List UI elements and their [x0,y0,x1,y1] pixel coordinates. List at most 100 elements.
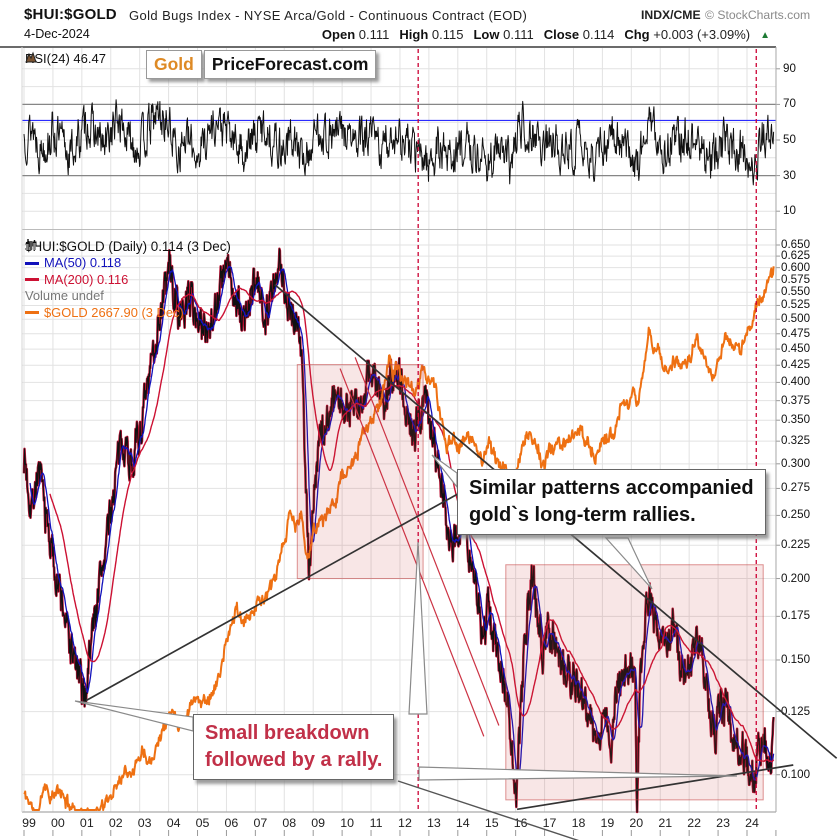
volume-icon [26,241,36,250]
rsi-tick-label: 70 [783,97,796,111]
price-tick-label: 0.300 [781,456,811,470]
rsi-tick-label: 50 [783,133,796,146]
rsi-tick-label: 10 [783,204,796,218]
trendline [85,470,499,702]
callout-wedge [431,454,458,489]
price-tick-label: 0.650 [781,238,811,251]
year-label: 09 [311,816,326,830]
legend-item-volume: Volume undef [25,241,231,304]
gold-line-icon [25,311,39,315]
change-label: Chg +0.003 (+3.09%) [624,27,751,42]
price-tick-label: 0.450 [781,342,811,356]
year-label: 07 [253,816,268,830]
copyright-label: © StockCharts.com [705,8,811,22]
rsi-series [23,99,775,186]
change-up-icon: ▲ [760,30,770,41]
price-tick-label: 0.500 [781,312,811,326]
year-label: 18 [571,816,586,830]
year-label: 10 [340,816,355,830]
callout-wedge [418,766,738,781]
open-label: Open 0.111 [321,27,390,42]
price-tick-label: 0.325 [781,434,811,448]
legend-item-ma200: MA(200) 0.116 [25,272,231,288]
price-tick-label: 0.625 [781,249,811,263]
callout-line [397,780,580,840]
year-label: 21 [658,816,673,830]
year-label: 00 [51,816,65,830]
year-label: 17 [542,816,557,830]
ma200-line-icon [25,278,39,282]
annotation-bubble-small-breakdown: Small breakdown followed by a rally. [193,714,395,780]
ohlc-row: Open 0.111 High 0.115 Low 0.111 Close 0.… [240,27,770,42]
price-tick-label: 0.475 [781,326,811,340]
price-tick-label: 0.225 [781,538,811,552]
year-label: 03 [137,816,152,830]
price-tick-label: 0.250 [781,508,811,522]
date-label: 4-Dec-2024 [24,27,90,41]
legend-item-gold: $GOLD 2667.90 (3 Dec) [25,305,231,321]
year-label: 02 [108,816,123,830]
year-label: 04 [166,816,181,830]
channel-line [354,357,500,726]
rsi-tick-label: 30 [783,168,796,182]
price-tick-label: 0.600 [781,260,811,274]
callout-wedge [604,537,653,590]
year-label: 22 [687,816,702,830]
site-logo[interactable]: Gold PriceForecast.com [146,50,377,79]
legend-item-ma50: MA(50) 0.118 [25,255,231,271]
price-tick-label: 0.150 [781,652,811,666]
price-tick-label: 0.375 [781,393,811,407]
year-label: 16 [513,816,528,830]
high-label: High 0.115 [399,27,464,42]
channel-line [339,368,485,737]
price-tick-label: 0.525 [781,298,811,312]
gold-series [23,266,775,811]
callout-wedge [74,700,194,732]
close-label: Close 0.114 [543,27,615,42]
year-label: 08 [282,816,297,830]
year-label: 20 [629,816,644,830]
annotation-bubble-similar-patterns: Similar patterns accompanied gold`s long… [457,469,766,535]
price-tick-label: 0.550 [781,285,811,299]
price-tick-label: 0.200 [781,571,811,585]
price-tick-label: 0.100 [781,767,811,781]
year-label: 01 [79,816,94,830]
year-label: 23 [716,816,730,830]
logo-gold-text: Gold [146,50,202,79]
year-label: 24 [745,816,759,830]
price-tick-label: 0.125 [781,704,811,718]
symbol-description: Gold Bugs Index - NYSE Arca/Gold - Conti… [129,8,528,23]
year-label: 12 [398,816,412,830]
price-tick-label: 0.175 [781,609,811,623]
main-legend: $HUI:$GOLD (Daily) 0.114 (3 Dec) MA(50) … [25,239,231,321]
highlight-box [296,364,424,580]
rsi-legend: RSI(24) 46.47 [25,51,106,66]
year-label: 99 [22,816,36,830]
callout-wedge [408,541,428,715]
year-label: 15 [484,816,499,830]
low-label: Low 0.111 [473,27,534,42]
year-label: 19 [600,816,615,830]
price-tick-label: 0.400 [781,375,811,389]
highlight-box [505,564,764,801]
year-label: 14 [455,816,470,830]
rsi-legend-label: RSI(24) 46.47 [25,51,106,66]
price-tick-label: 0.350 [781,413,811,427]
year-label: 11 [369,816,383,830]
price-tick-label: 0.425 [781,358,811,372]
exchange-label: INDX/CME [641,8,701,22]
ma200-series [49,287,775,763]
price-tick-label: 0.275 [781,481,811,495]
year-label: 13 [426,816,441,830]
trendline [516,764,794,811]
logo-forecast-text: PriceForecast.com [203,50,377,79]
year-label: 06 [224,816,239,830]
symbol-title: $HUI:$GOLD [24,6,117,23]
year-label: 05 [195,816,210,830]
indicator-icon [25,51,37,63]
ma50-line-icon [25,262,39,266]
price-tick-label: 0.575 [781,272,811,286]
